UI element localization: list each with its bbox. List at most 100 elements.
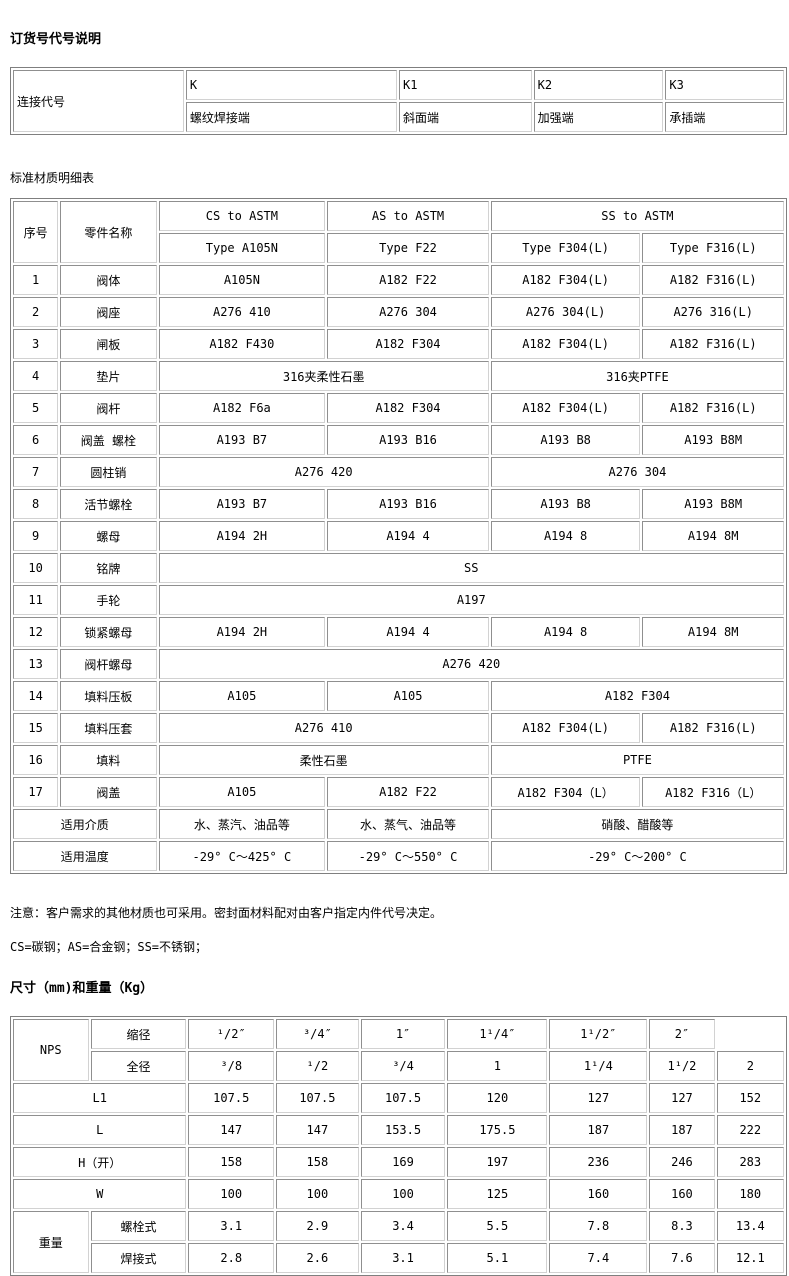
part-name: 阀盖 [60,777,157,807]
dim-row-label: L [13,1115,187,1145]
part-name: 阀体 [60,265,157,295]
part-name: 铭牌 [60,553,157,583]
table-row: 9 螺母 A194 2H A194 4 A194 8 A194 8M [13,521,784,551]
media-cell: 水、蒸气、油品等 [327,809,489,839]
full-bore-value: 1¹/4 [549,1051,648,1081]
dim-cell: 147 [188,1115,275,1145]
dim-cell: 169 [360,1147,446,1177]
header-ss-type: Type F304(L) [490,233,641,263]
temp-cell: -29° C～200° C [490,841,784,871]
material-cell: SS [158,553,784,583]
weight-cell: 5.5 [447,1211,548,1241]
part-name: 阀杆螺母 [60,649,157,679]
material-cell: A182 F22 [327,777,489,807]
dim-cell: 107.5 [276,1083,359,1113]
material-cell: A182 F316(L) [642,329,784,359]
material-cell: A194 4 [327,521,489,551]
header-as-type: Type F22 [327,233,489,263]
dim-cell: 125 [447,1179,548,1209]
material-cell: A105 [158,777,326,807]
table-row: 12 锁紧螺母 A194 2H A194 4 A194 8 A194 8M [13,617,784,647]
row-no: 7 [13,457,59,487]
material-cell: A276 304 [490,457,784,487]
material-cell: A194 8 [490,617,641,647]
material-cell: A193 B8 [490,489,641,519]
table-row: 15 填料压套 A276 410 A182 F304(L) A182 F316(… [13,713,784,743]
dim-cell: 100 [276,1179,359,1209]
table-row: 10 铭牌 SS [13,553,784,583]
connection-desc: 承插端 [665,102,784,132]
dimensions-table: NPS 缩径 ¹/2″ ³/4″ 1″ 1¹/4″ 1¹/2″ 2″ 全径 ³/… [10,1016,787,1276]
material-cell: A276 304(L) [490,297,641,327]
material-cell: 柔性石墨 [158,745,489,775]
material-cell: A182 F430 [158,329,326,359]
weight-cell: 2.9 [276,1211,359,1241]
material-table: 序号 零件名称 CS to ASTM AS to ASTM SS to ASTM… [10,198,787,874]
weight-cell: 2.6 [276,1243,359,1273]
reduced-bore-label: 缩径 [90,1019,187,1049]
header-as: AS to ASTM [327,201,489,231]
part-name: 手轮 [60,585,157,615]
material-cell: A182 F304 [327,393,489,423]
material-cell: A182 F304(L) [490,329,641,359]
dim-row-label: W [13,1179,187,1209]
dim-cell: 160 [549,1179,648,1209]
reduced-bore-value: 2″ [649,1019,715,1049]
table-row: 1 阀体 A105N A182 F22 A182 F304(L) A182 F3… [13,265,784,295]
table-row: 14 填料压板 A105 A105 A182 F304 [13,681,784,711]
connection-code: K [185,70,397,100]
material-cell: A182 F304(L) [490,713,641,743]
dim-cell: 158 [276,1147,359,1177]
material-cell: A194 4 [327,617,489,647]
table-row: Type A105N Type F22 Type F304(L) Type F3… [13,233,784,263]
material-cell: A182 F304(L) [490,393,641,423]
table-row: 11 手轮 A197 [13,585,784,615]
table-row: 适用温度 -29° C～425° C -29° C～550° C -29° C～… [13,841,784,871]
connection-desc: 斜面端 [398,102,532,132]
weight-type-label: 螺栓式 [90,1211,187,1241]
connection-code-table: 连接代号 K K1 K2 K3 螺纹焊接端 斜面端 加强端 承插端 [10,67,787,135]
note-materials: 注意：客户需求的其他材质也可采用。密封面材料配对由客户指定内件代号决定。 [10,906,443,920]
row-no: 3 [13,329,59,359]
reduced-bore-value: 1¹/4″ [447,1019,548,1049]
connection-code: K3 [665,70,784,100]
dim-cell: 153.5 [360,1115,446,1145]
note-abbreviations: CS=碳钢；AS=合金钢；SS=不锈钢； [10,940,208,954]
temp-cell: -29° C～550° C [327,841,489,871]
material-cell: A276 304 [327,297,489,327]
full-bore-value: 1¹/2 [649,1051,715,1081]
dim-cell: 246 [649,1147,715,1177]
material-cell: A182 F304（L） [490,777,641,807]
table-row: 3 闸板 A182 F430 A182 F304 A182 F304(L) A1… [13,329,784,359]
row-no: 8 [13,489,59,519]
row-no: 4 [13,361,59,391]
dim-cell: 158 [188,1147,275,1177]
full-bore-value: 2 [716,1051,784,1081]
material-cell: A193 B8M [642,425,784,455]
table-row: 螺纹焊接端 斜面端 加强端 承插端 [13,102,784,132]
table-row: 适用介质 水、蒸汽、油品等 水、蒸气、油品等 硝酸、醋酸等 [13,809,784,839]
part-name: 闸板 [60,329,157,359]
row-no: 12 [13,617,59,647]
row-no: 10 [13,553,59,583]
row-no: 13 [13,649,59,679]
part-name: 圆柱销 [60,457,157,487]
table-row: 连接代号 K K1 K2 K3 [13,70,784,132]
material-cell: A182 F316(L) [642,393,784,423]
material-cell: A105 [158,681,326,711]
full-bore-label: 全径 [90,1051,187,1081]
table-row: 序号 零件名称 CS to ASTM AS to ASTM SS to ASTM [13,201,784,263]
material-cell: A276 420 [158,457,489,487]
dim-cell: 180 [716,1179,784,1209]
table-row: 7 圆柱销 A276 420 A276 304 [13,457,784,487]
reduced-bore-value: ¹/2″ [188,1019,275,1049]
row-no: 11 [13,585,59,615]
full-bore-value: ¹/2 [276,1051,359,1081]
table-row: 6 阀盖 螺栓 A193 B7 A193 B16 A193 B8 A193 B8… [13,425,784,455]
part-name: 锁紧螺母 [60,617,157,647]
header-no: 序号 [13,201,59,263]
dim-cell: 283 [716,1147,784,1177]
header-cs-type: Type A105N [158,233,326,263]
row-no: 14 [13,681,59,711]
row-no: 2 [13,297,59,327]
